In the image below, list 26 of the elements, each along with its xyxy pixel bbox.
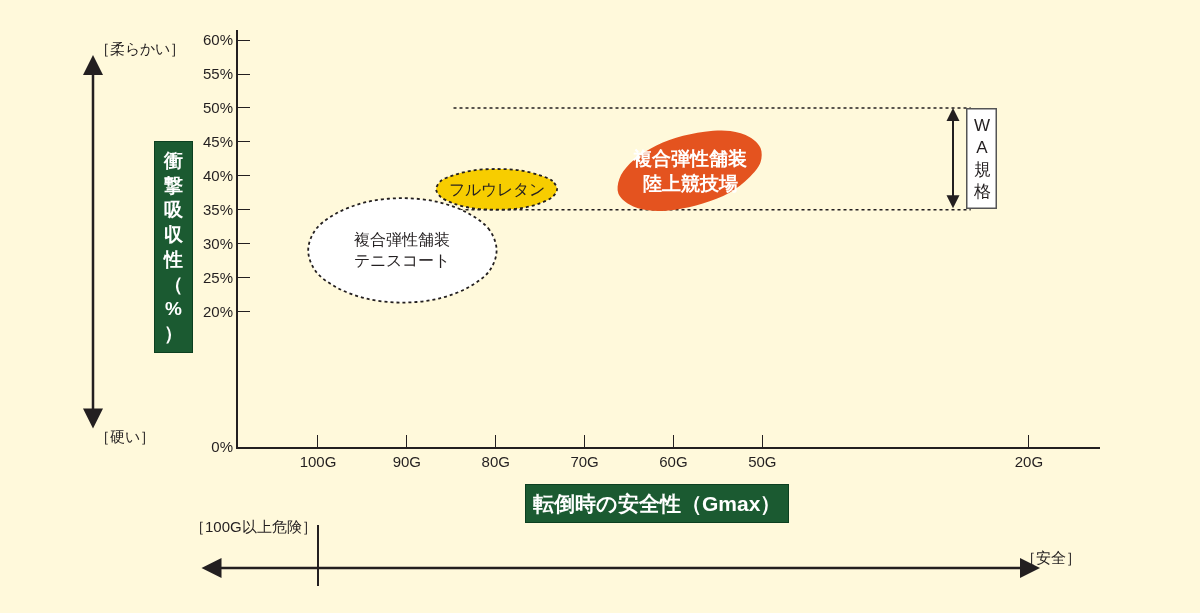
y-tick-label: 40% <box>202 167 233 185</box>
y-axis-title: 衝撃吸収性（%） <box>163 150 184 344</box>
y-tick-label: 25% <box>202 268 233 286</box>
x-tick-label: 80G <box>481 453 510 470</box>
x-tick-label: 60G <box>659 453 688 470</box>
y-tick-label: 60% <box>202 31 233 49</box>
series-label: フルウレタン <box>449 181 545 198</box>
x-tick-label: 50G <box>748 453 777 470</box>
x-tick-label: 20G <box>1014 453 1044 470</box>
y-tick-label: 55% <box>202 65 233 83</box>
ref-line-label: WA規格 <box>972 115 991 201</box>
text: ［柔らかい］ <box>95 40 185 57</box>
x-tick-label: 100G <box>299 453 337 470</box>
series-label: 複合弾性舗装陸上競技場 <box>632 148 747 194</box>
y-tick-label: 35% <box>202 200 233 218</box>
y-tick-label: 45% <box>202 133 233 151</box>
ref-line-label: ［100G以上危険］ <box>190 518 317 535</box>
x-tick-label: 70G <box>570 453 599 470</box>
y-tick-label: 20% <box>202 302 233 320</box>
series-label: 複合弾性舗装テニスコート <box>354 231 450 269</box>
y-tick-label: 0% <box>211 438 233 456</box>
y-tick-label: 50% <box>202 99 233 117</box>
y-tick-label: 30% <box>202 234 233 252</box>
x-axis-title: 転倒時の安全性（Gmax） <box>533 492 782 515</box>
x-tick-label: 90G <box>392 453 422 470</box>
text: ［硬い］ <box>95 428 155 445</box>
